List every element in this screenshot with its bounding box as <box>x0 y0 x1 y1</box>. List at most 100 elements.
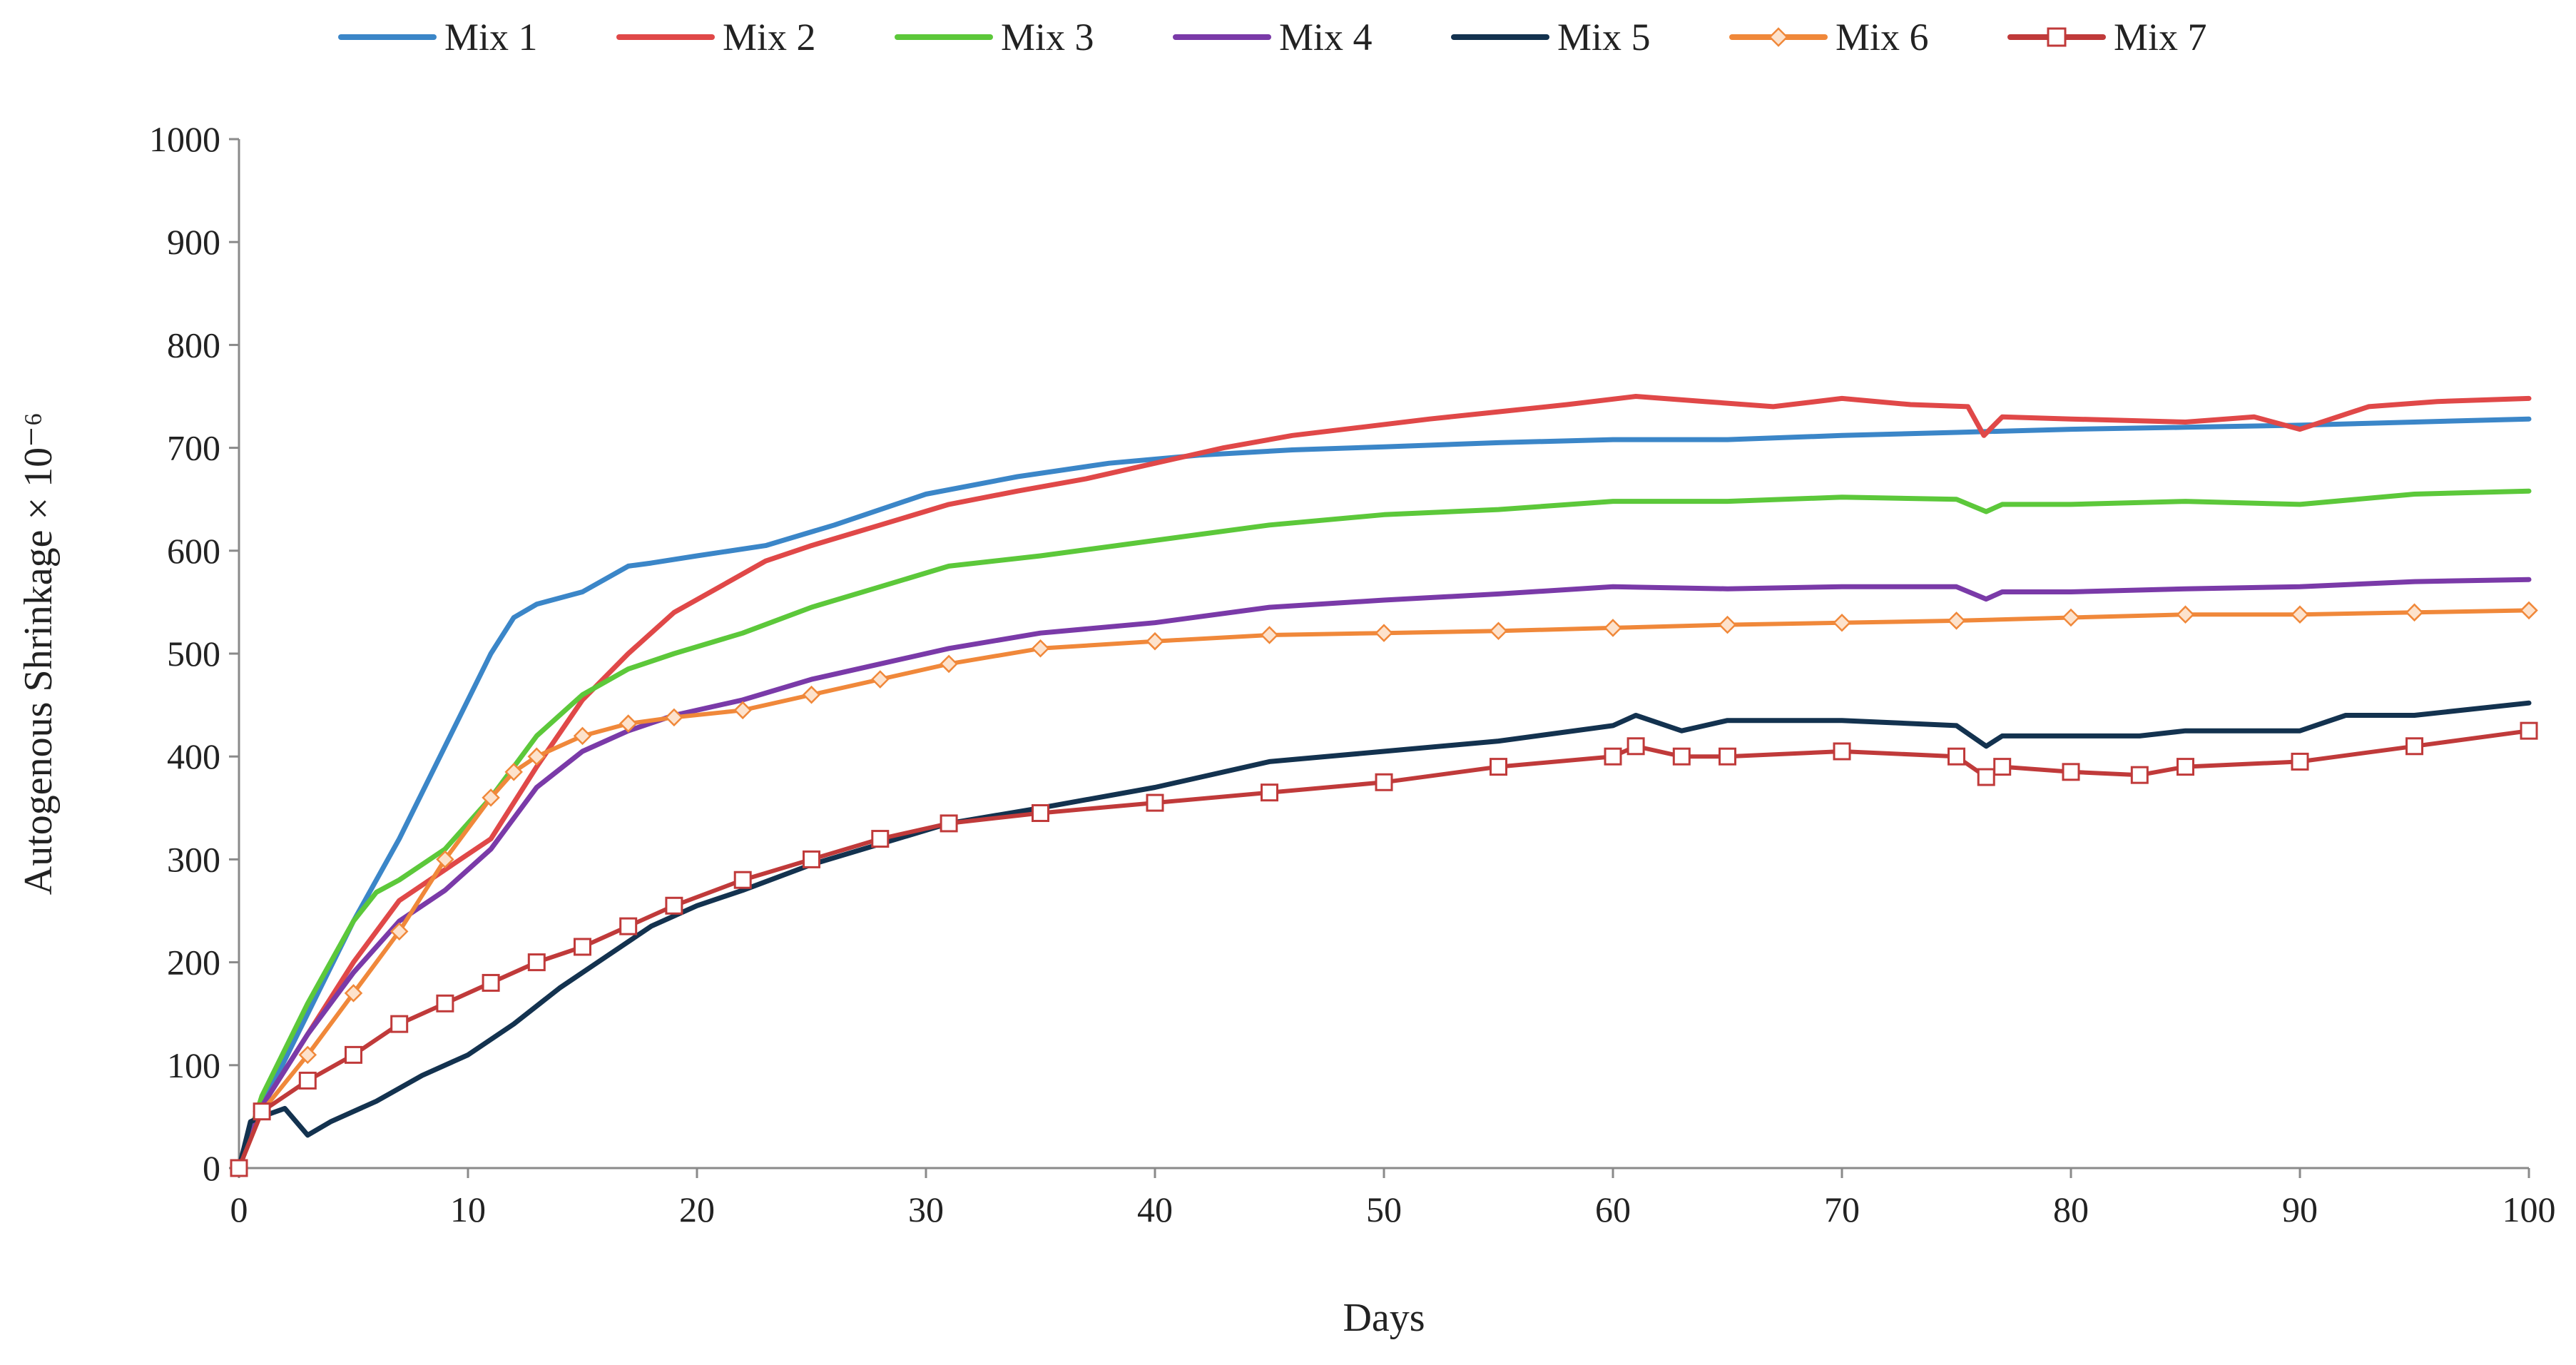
legend-marker-mix-6 <box>1768 27 1788 47</box>
legend-item-mix-7: Mix 7 <box>2007 16 2207 59</box>
data-point-mix-6 <box>504 763 523 781</box>
data-point-mix-7 <box>1604 747 1622 766</box>
y-tick-label: 300 <box>167 839 220 879</box>
data-point-mix-6 <box>1260 626 1279 644</box>
x-tick-label: 40 <box>1137 1189 1173 1229</box>
x-tick-label: 30 <box>908 1189 944 1229</box>
legend-label-mix-1: Mix 1 <box>444 16 538 59</box>
y-axis-title: Autogenous Shrinkage × 10⁻⁶ <box>16 412 61 895</box>
series-line-mix-2 <box>236 394 2532 1171</box>
y-tick-label: 500 <box>167 634 220 674</box>
series-mix-1 <box>236 416 2532 1171</box>
series-mix-3 <box>236 488 2532 1171</box>
data-point-mix-6 <box>940 654 958 674</box>
data-point-mix-7 <box>2520 721 2538 740</box>
legend-label-mix-3: Mix 3 <box>1001 16 1094 59</box>
legend-item-mix-1: Mix 1 <box>338 16 538 59</box>
data-point-mix-6 <box>573 726 592 746</box>
data-point-mix-6 <box>802 685 821 704</box>
y-tick-label: 800 <box>167 325 220 365</box>
x-tick-label: 100 <box>2503 1189 2556 1229</box>
data-point-mix-6 <box>1031 639 1050 658</box>
data-point-mix-7 <box>1977 768 1995 786</box>
x-tick-label: 10 <box>450 1189 486 1229</box>
data-point-mix-7 <box>803 850 820 868</box>
series-line-mix-7 <box>237 729 2531 1170</box>
data-point-mix-7 <box>2291 752 2309 771</box>
x-tick-label: 80 <box>2053 1189 2089 1229</box>
data-point-mix-7 <box>298 1071 317 1090</box>
y-tick-label: 1000 <box>149 119 220 159</box>
data-point-mix-7 <box>527 953 546 972</box>
data-point-mix-6 <box>2062 608 2080 627</box>
legend-label-mix-7: Mix 7 <box>2114 16 2207 59</box>
data-point-mix-7 <box>2130 766 2149 784</box>
series-mix-7 <box>230 721 2538 1177</box>
data-point-mix-6 <box>1375 624 1393 642</box>
axes: 0 100 200 300 400 500 600 700 800 900 1000 0 10 20 30 4… <box>149 119 2556 1229</box>
data-point-mix-7 <box>1672 747 1691 766</box>
data-point-mix-7 <box>574 938 591 956</box>
x-tick-label: 70 <box>1824 1189 1860 1229</box>
legend: Mix 1 Mix 2 Mix 3 Mix 4 Mix 5 Mix 6 Mix 7 <box>338 16 2207 59</box>
series-line-mix-4 <box>236 577 2532 1171</box>
series-mix-5 <box>236 700 2532 1171</box>
legend-marker-mix-7 <box>2047 27 2067 47</box>
y-tick-label: 100 <box>167 1045 220 1085</box>
series-line-mix-5 <box>236 700 2532 1171</box>
data-point-mix-6 <box>733 701 752 720</box>
data-point-mix-7 <box>1032 804 1049 823</box>
data-point-mix-7 <box>733 871 752 889</box>
x-tick-label: 60 <box>1595 1189 1631 1229</box>
data-point-mix-6 <box>1146 631 1164 651</box>
data-point-mix-6 <box>1604 619 1622 637</box>
data-point-mix-6 <box>298 1045 317 1065</box>
y-tick-label: 900 <box>167 222 220 262</box>
data-point-mix-6 <box>1947 612 1966 630</box>
data-point-mix-6 <box>618 714 638 733</box>
data-point-mix-7 <box>940 814 958 833</box>
data-point-mix-6 <box>2176 605 2195 624</box>
data-point-mix-7 <box>1146 793 1164 812</box>
data-point-mix-6 <box>527 747 546 766</box>
data-point-mix-7 <box>1833 742 1851 761</box>
series-mix-6 <box>230 601 2538 1177</box>
x-axis-title: Days <box>1343 1296 1425 1340</box>
y-tick-label: 0 <box>203 1148 220 1188</box>
data-point-mix-7 <box>1375 773 1393 791</box>
data-point-mix-7 <box>1719 747 1736 766</box>
legend-label-mix-5: Mix 5 <box>1557 16 1651 59</box>
legend-item-mix-4: Mix 4 <box>1173 16 1373 59</box>
data-point-mix-6 <box>1489 621 1508 641</box>
plot-area <box>230 394 2538 1177</box>
data-point-mix-7 <box>436 994 454 1013</box>
series-line-mix-6 <box>237 608 2531 1170</box>
data-point-mix-7 <box>2406 737 2423 756</box>
data-point-mix-7 <box>482 973 500 992</box>
data-point-mix-7 <box>2177 758 2194 776</box>
data-point-mix-7 <box>619 917 638 935</box>
x-tick-label: 50 <box>1366 1189 1402 1229</box>
series-line-mix-3 <box>236 488 2532 1171</box>
data-point-mix-7 <box>665 896 683 915</box>
series-mix-4 <box>236 577 2532 1171</box>
data-point-mix-6 <box>2291 605 2309 624</box>
data-point-mix-7 <box>2062 763 2080 781</box>
data-point-mix-6 <box>1718 615 1737 634</box>
series-mix-2 <box>236 394 2532 1171</box>
y-tick-label: 700 <box>167 428 220 468</box>
data-point-mix-7 <box>345 1045 362 1064</box>
data-point-mix-7 <box>1261 783 1278 802</box>
data-point-mix-7 <box>230 1159 248 1177</box>
data-point-mix-6 <box>436 850 454 869</box>
legend-label-mix-2: Mix 2 <box>723 16 816 59</box>
data-point-mix-6 <box>344 984 363 1003</box>
series-line-mix-1 <box>236 416 2532 1171</box>
data-point-mix-6 <box>390 922 409 941</box>
y-tick-label: 200 <box>167 943 220 983</box>
data-point-mix-7 <box>1626 737 1645 756</box>
legend-item-mix-6: Mix 6 <box>1729 16 1929 59</box>
legend-item-mix-3: Mix 3 <box>895 16 1094 59</box>
data-point-mix-7 <box>390 1015 409 1033</box>
